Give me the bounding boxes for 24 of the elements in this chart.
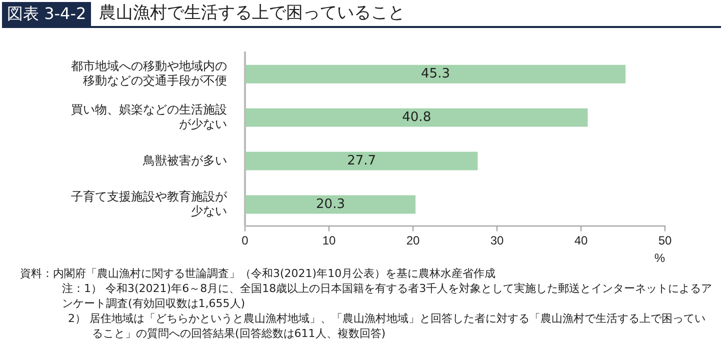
y-tick-label: 買い物、娯楽などの生活施設が少ない xyxy=(71,102,227,132)
text: 2） 居住地域は「どちらかというと農山漁村地域」、「農山漁村地域」と回答した者に対する「農山漁村で生活する上で困っていること」の質問への回答結果(回答総数は611人、複数回答) xyxy=(67,311,706,341)
data-label: 45.3 xyxy=(421,66,450,82)
data-label: 40.8 xyxy=(402,110,432,125)
chart-title: 農山漁村で生活する上で困っていること xyxy=(98,2,406,25)
text: 注：1） 令和3(2021)年6～8月に、全国18歳以上の日本国籍を有する者3千人を対象として実施した郵送とインターネットによるアンケート調査(有効回収数は1,655人) xyxy=(61,281,714,311)
x-tick-label: 30 xyxy=(490,234,504,248)
bar xyxy=(246,152,478,170)
x-axis-title: % xyxy=(654,251,666,266)
bar xyxy=(246,195,416,214)
y-tick-label: 鳥獣被害が多い xyxy=(142,153,227,168)
x-tick-label: 40 xyxy=(574,234,588,248)
bar xyxy=(246,108,588,127)
x-tick-label: 50 xyxy=(658,234,672,248)
x-tick-label: 20 xyxy=(406,234,420,248)
data-label: 20.3 xyxy=(316,196,345,212)
bar xyxy=(246,64,626,84)
x-tick-label: 10 xyxy=(322,234,336,248)
text: 図表 3-4-2 xyxy=(2,2,92,26)
data-label: 27.7 xyxy=(347,153,376,168)
text: 資料：内閣府「農山漁村に関する世論調査」（令和3(2021)年10月公表）を基に農林水産省作成 xyxy=(20,266,497,281)
y-tick-label: 都市地域への移動や地域内の移動などの交通手段が不便 xyxy=(71,59,227,88)
y-tick-label: 子育て支援施設や教育施設が少ない xyxy=(71,190,228,218)
x-tick-label: 0 xyxy=(242,234,249,248)
